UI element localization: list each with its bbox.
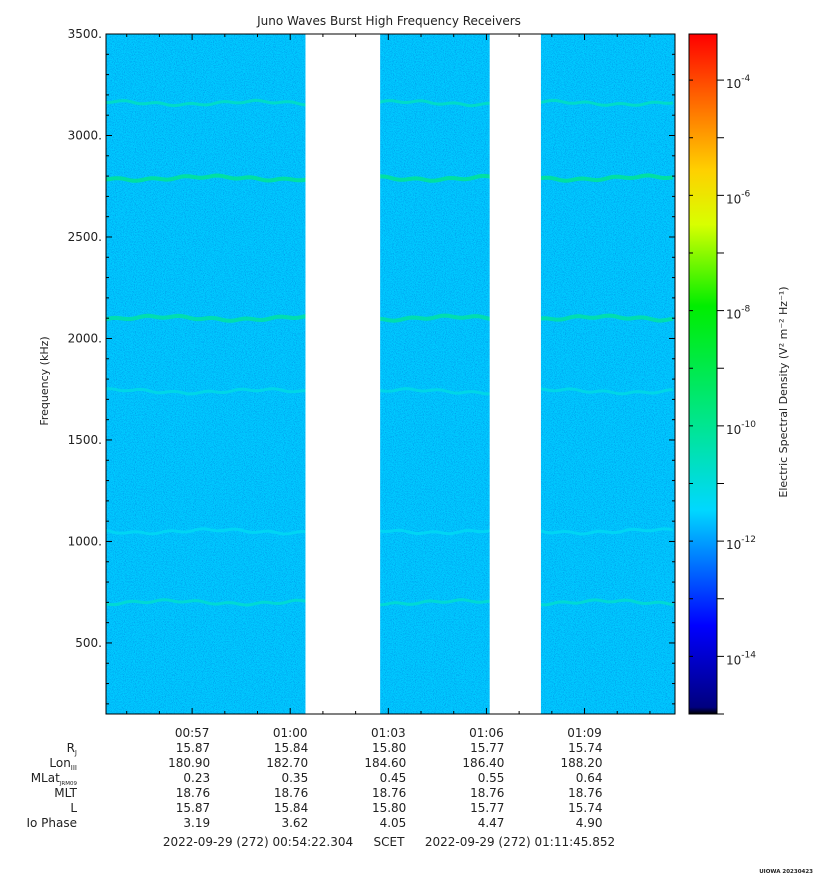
y-tick-label: 2500. <box>68 230 102 244</box>
ephemeris-value: 4.47 <box>478 816 505 830</box>
ephemeris-value: 15.74 <box>568 801 602 815</box>
ephemeris-row-label: LonIII <box>49 756 77 772</box>
x-tick-label: 00:57 <box>175 726 210 740</box>
ephemeris-value: 15.87 <box>176 801 210 815</box>
frequency-axis: 500. 1000. 1500. 2000. 2500. 3000. 3500. <box>68 27 675 705</box>
emission-line <box>105 387 674 396</box>
ephemeris-value: 15.77 <box>470 741 504 755</box>
data-gap <box>489 33 541 714</box>
colorbar-tick-label: 10-6 <box>726 189 751 206</box>
colorbar-tick-label: 10-12 <box>726 535 756 552</box>
ephemeris-value: 0.23 <box>183 771 210 785</box>
ephemeris-value: 0.35 <box>281 771 308 785</box>
ephemeris-value: 15.84 <box>274 801 308 815</box>
ephemeris-row-label: MLatJRM09 <box>31 771 78 787</box>
colorbar-tick-label: 10-10 <box>726 420 756 437</box>
y-tick-label: 3500. <box>68 27 102 41</box>
x-tick-label: 01:09 <box>567 726 602 740</box>
ephemeris-value: 15.80 <box>372 741 406 755</box>
ephemeris-value: 4.90 <box>576 816 603 830</box>
ephemeris-value: 180.90 <box>168 756 210 770</box>
y-tick-label: 2000. <box>68 331 102 345</box>
institution-stamp: UIOWA 20230423 <box>759 869 813 875</box>
colorbar-frame <box>688 33 718 715</box>
colorbar-tick-label: 10-14 <box>726 650 756 667</box>
emission-line <box>105 313 674 323</box>
ephemeris-value: 3.19 <box>183 816 210 830</box>
ephemeris-value: 4.05 <box>380 816 407 830</box>
data-gap <box>305 33 381 714</box>
colorbar-label: Electric Spectral Density (V² m⁻² Hz⁻¹) <box>777 286 790 497</box>
ephemeris-row-label: MLT <box>54 786 77 800</box>
ephemeris-value: 3.62 <box>281 816 308 830</box>
y-tick-label: 1000. <box>68 534 102 548</box>
y-tick-label: 3000. <box>68 128 102 142</box>
chart-title: Juno Waves Burst High Frequency Receiver… <box>256 14 521 28</box>
x-tick-label: 01:06 <box>469 726 504 740</box>
spectrogram-panel <box>105 33 676 715</box>
plot-frame <box>105 33 676 715</box>
ephemeris-row-label: RJ <box>67 741 77 757</box>
ephemeris-value: 188.20 <box>561 756 603 770</box>
ephemeris-value: 15.80 <box>372 801 406 815</box>
ephemeris-value: 0.64 <box>576 771 603 785</box>
footer-scet: SCET <box>374 835 406 849</box>
colorbar-tick-label: 10-4 <box>726 74 751 91</box>
colorbar: 10-4 10-6 10-8 10-10 10-12 10-14 <box>688 33 756 715</box>
footer-end-time: 2022-09-29 (272) 01:11:45.852 <box>425 835 615 849</box>
emission-line <box>105 598 674 607</box>
ephemeris-value: 15.87 <box>176 741 210 755</box>
ephemeris-value: 0.45 <box>380 771 407 785</box>
ephemeris-value: 15.84 <box>274 741 308 755</box>
ephemeris-value: 18.76 <box>470 786 504 800</box>
colorbar-gradient <box>689 34 717 714</box>
time-axis: 00:57 01:00 01:03 01:06 01:09 <box>126 34 651 740</box>
ephemeris-value: 18.76 <box>176 786 210 800</box>
ephemeris-value: 15.77 <box>470 801 504 815</box>
ephemeris-value: 182.70 <box>266 756 308 770</box>
y-tick-label: 1500. <box>68 433 102 447</box>
colorbar-tick-label: 10-8 <box>726 305 751 322</box>
emission-line <box>105 527 674 536</box>
emission-line <box>105 173 674 183</box>
ephemeris-value: 0.55 <box>478 771 505 785</box>
y-tick-label: 500. <box>75 636 102 650</box>
ephemeris-value: 184.60 <box>364 756 406 770</box>
ephemeris-row-label: L <box>70 801 77 815</box>
ephemeris-value: 186.40 <box>462 756 504 770</box>
ephemeris-value: 18.76 <box>568 786 602 800</box>
ephemeris-value: 18.76 <box>372 786 406 800</box>
x-tick-label: 01:00 <box>273 726 308 740</box>
y-axis-label: Frequency (kHz) <box>38 336 51 425</box>
ephemeris-row-label: Io Phase <box>26 816 77 830</box>
footer-start-time: 2022-09-29 (272) 00:54:22.304 <box>163 835 353 849</box>
ephemeris-value: 15.74 <box>568 741 602 755</box>
spectrum-noise <box>106 34 675 714</box>
ephemeris-value: 18.76 <box>274 786 308 800</box>
x-tick-label: 01:03 <box>371 726 406 740</box>
emission-line <box>106 98 674 108</box>
